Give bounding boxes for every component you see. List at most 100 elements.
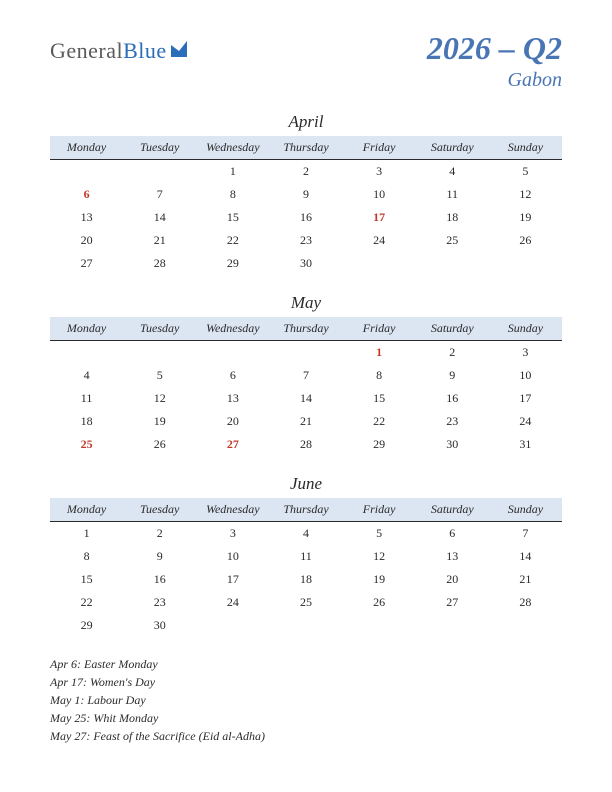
calendar-cell: 11 bbox=[416, 183, 489, 206]
calendar-cell: 4 bbox=[50, 364, 123, 387]
calendar-cell: 27 bbox=[50, 252, 123, 275]
calendar-cell: 19 bbox=[343, 568, 416, 591]
calendar-row: 27282930 bbox=[50, 252, 562, 275]
calendar-cell bbox=[489, 614, 562, 637]
calendar-cell: 6 bbox=[416, 522, 489, 546]
day-header: Tuesday bbox=[123, 498, 196, 522]
calendar-cell: 23 bbox=[123, 591, 196, 614]
calendar-cell bbox=[416, 614, 489, 637]
calendar-cell: 23 bbox=[269, 229, 342, 252]
calendar-cell: 17 bbox=[489, 387, 562, 410]
calendar-row: 15161718192021 bbox=[50, 568, 562, 591]
calendar-table: MondayTuesdayWednesdayThursdayFridaySatu… bbox=[50, 498, 562, 637]
calendar-cell: 16 bbox=[123, 568, 196, 591]
calendar-cell: 3 bbox=[489, 341, 562, 365]
calendar-cell: 26 bbox=[123, 433, 196, 456]
holiday-entry: May 25: Whit Monday bbox=[50, 709, 562, 727]
calendar-cell: 4 bbox=[416, 160, 489, 184]
calendar-cell: 4 bbox=[269, 522, 342, 546]
holiday-entry: May 27: Feast of the Sacrifice (Eid al-A… bbox=[50, 727, 562, 745]
calendar-cell: 18 bbox=[50, 410, 123, 433]
calendar-cell: 24 bbox=[343, 229, 416, 252]
calendar-cell: 5 bbox=[489, 160, 562, 184]
day-header: Tuesday bbox=[123, 136, 196, 160]
day-header: Thursday bbox=[269, 317, 342, 341]
calendar-cell: 18 bbox=[416, 206, 489, 229]
calendar-cell: 2 bbox=[269, 160, 342, 184]
calendar-cell: 6 bbox=[50, 183, 123, 206]
calendar-cell bbox=[343, 252, 416, 275]
day-header: Wednesday bbox=[196, 136, 269, 160]
calendar-cell: 20 bbox=[50, 229, 123, 252]
calendar-table: MondayTuesdayWednesdayThursdayFridaySatu… bbox=[50, 317, 562, 456]
day-header: Thursday bbox=[269, 136, 342, 160]
calendar-row: 1234567 bbox=[50, 522, 562, 546]
calendar-cell: 14 bbox=[123, 206, 196, 229]
day-header: Tuesday bbox=[123, 317, 196, 341]
calendar-cell: 17 bbox=[343, 206, 416, 229]
calendar-row: 11121314151617 bbox=[50, 387, 562, 410]
day-header: Wednesday bbox=[196, 498, 269, 522]
day-header: Sunday bbox=[489, 136, 562, 160]
calendar-cell: 19 bbox=[489, 206, 562, 229]
month-block: AprilMondayTuesdayWednesdayThursdayFrida… bbox=[50, 112, 562, 275]
title-block: 2026 – Q2 Gabon bbox=[427, 30, 562, 92]
calendar-cell: 8 bbox=[343, 364, 416, 387]
calendar-cell bbox=[196, 614, 269, 637]
calendar-cell: 1 bbox=[50, 522, 123, 546]
month-name: June bbox=[50, 474, 562, 494]
logo: GeneralBlue bbox=[50, 38, 189, 64]
calendar-cell: 22 bbox=[50, 591, 123, 614]
calendar-cell: 3 bbox=[196, 522, 269, 546]
calendar-cell: 7 bbox=[123, 183, 196, 206]
calendar-cell: 23 bbox=[416, 410, 489, 433]
day-header: Saturday bbox=[416, 136, 489, 160]
day-header: Wednesday bbox=[196, 317, 269, 341]
calendar-row: 18192021222324 bbox=[50, 410, 562, 433]
calendar-cell: 2 bbox=[416, 341, 489, 365]
calendar-cell: 12 bbox=[489, 183, 562, 206]
calendar-row: 22232425262728 bbox=[50, 591, 562, 614]
day-header: Friday bbox=[343, 136, 416, 160]
calendar-cell: 12 bbox=[123, 387, 196, 410]
calendar-cell: 11 bbox=[269, 545, 342, 568]
calendar-row: 891011121314 bbox=[50, 545, 562, 568]
calendar-cell: 29 bbox=[343, 433, 416, 456]
country-name: Gabon bbox=[427, 69, 562, 92]
months-container: AprilMondayTuesdayWednesdayThursdayFrida… bbox=[50, 112, 562, 637]
quarter-title: 2026 – Q2 bbox=[427, 30, 562, 67]
calendar-cell: 26 bbox=[343, 591, 416, 614]
day-header: Monday bbox=[50, 498, 123, 522]
calendar-row: 2930 bbox=[50, 614, 562, 637]
calendar-cell: 30 bbox=[416, 433, 489, 456]
month-block: MayMondayTuesdayWednesdayThursdayFridayS… bbox=[50, 293, 562, 456]
calendar-row: 12345 bbox=[50, 160, 562, 184]
day-header: Saturday bbox=[416, 498, 489, 522]
calendar-cell: 6 bbox=[196, 364, 269, 387]
calendar-cell bbox=[416, 252, 489, 275]
calendar-cell: 22 bbox=[196, 229, 269, 252]
calendar-cell: 30 bbox=[269, 252, 342, 275]
calendar-cell: 28 bbox=[123, 252, 196, 275]
calendar-cell: 9 bbox=[269, 183, 342, 206]
calendar-cell: 10 bbox=[489, 364, 562, 387]
holiday-entry: Apr 17: Women's Day bbox=[50, 673, 562, 691]
calendar-cell: 14 bbox=[269, 387, 342, 410]
calendar-row: 45678910 bbox=[50, 364, 562, 387]
calendar-cell: 17 bbox=[196, 568, 269, 591]
calendar-cell: 3 bbox=[343, 160, 416, 184]
calendar-cell: 31 bbox=[489, 433, 562, 456]
calendar-cell bbox=[123, 160, 196, 184]
calendar-cell: 16 bbox=[416, 387, 489, 410]
calendar-cell bbox=[50, 160, 123, 184]
calendar-cell: 13 bbox=[50, 206, 123, 229]
calendar-cell: 13 bbox=[416, 545, 489, 568]
calendar-cell: 13 bbox=[196, 387, 269, 410]
calendar-cell: 15 bbox=[196, 206, 269, 229]
calendar-cell: 14 bbox=[489, 545, 562, 568]
calendar-row: 13141516171819 bbox=[50, 206, 562, 229]
calendar-cell: 5 bbox=[123, 364, 196, 387]
calendar-cell: 25 bbox=[269, 591, 342, 614]
month-block: June MondayTuesdayWednesdayThursdayFriday… bbox=[50, 474, 562, 637]
calendar-cell: 18 bbox=[269, 568, 342, 591]
